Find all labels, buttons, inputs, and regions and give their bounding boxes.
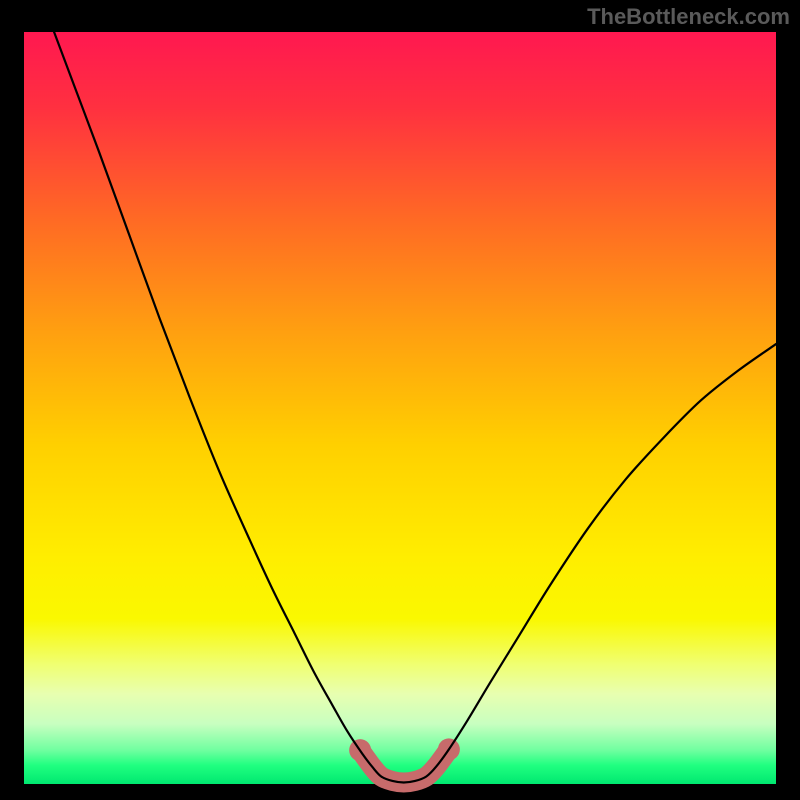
watermark-text: TheBottleneck.com bbox=[587, 4, 790, 30]
chart-svg bbox=[0, 0, 800, 800]
bottleneck-chart: TheBottleneck.com bbox=[0, 0, 800, 800]
